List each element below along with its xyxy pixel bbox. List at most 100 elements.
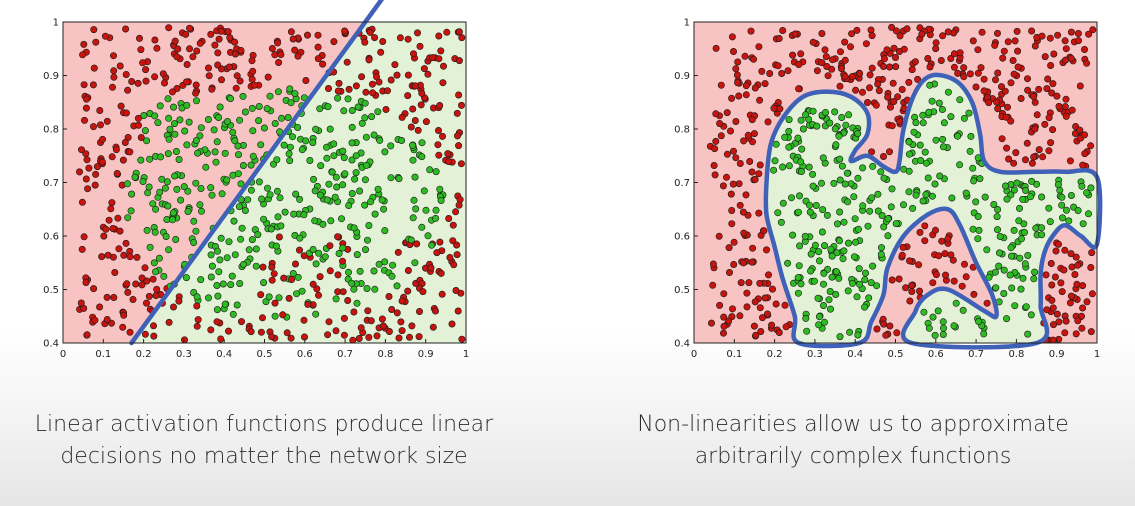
green-point	[1027, 193, 1035, 201]
red-point	[1041, 120, 1049, 128]
red-point	[289, 35, 297, 43]
red-point	[711, 145, 719, 153]
green-point	[183, 101, 191, 109]
red-point	[1081, 150, 1089, 158]
green-point	[884, 215, 892, 223]
green-point	[214, 247, 222, 255]
red-point	[905, 257, 913, 265]
green-point	[910, 128, 918, 136]
green-point	[839, 255, 847, 263]
green-point	[864, 222, 872, 230]
x-tick-label: 1	[463, 349, 469, 360]
right-chart-panel: 0 0.1 0.2 0.3 0.4 0.5 0.6 0.7 0.8 0.9 1 0.4 0.5 0.6 0.…	[567, 0, 1135, 506]
green-point	[380, 205, 388, 213]
green-point	[932, 136, 940, 144]
red-point	[756, 279, 764, 287]
green-point	[411, 173, 419, 181]
red-point	[455, 91, 463, 99]
red-point	[271, 299, 279, 307]
red-point	[427, 264, 435, 272]
red-point	[1049, 321, 1057, 329]
green-point	[356, 187, 364, 195]
green-point	[934, 307, 942, 315]
green-point	[1003, 315, 1011, 323]
red-point	[858, 88, 866, 96]
green-point	[193, 293, 201, 301]
red-point	[779, 26, 787, 34]
green-point	[141, 127, 149, 135]
red-point	[720, 290, 728, 298]
red-point	[1067, 250, 1075, 258]
green-point	[828, 252, 836, 260]
green-point	[993, 226, 1001, 234]
red-point	[109, 225, 117, 233]
red-point	[121, 139, 129, 147]
red-point	[419, 288, 427, 296]
red-point	[1007, 117, 1015, 125]
red-point	[892, 27, 900, 35]
green-point	[183, 141, 191, 149]
green-point	[213, 138, 221, 146]
red-point	[213, 318, 221, 326]
green-point	[861, 303, 869, 311]
red-point	[1061, 103, 1069, 111]
green-point	[851, 238, 859, 246]
red-point	[898, 86, 906, 94]
red-point	[751, 176, 759, 184]
red-point	[1068, 263, 1076, 271]
red-point	[908, 66, 916, 74]
red-point	[215, 35, 223, 43]
red-point	[723, 173, 731, 181]
green-point	[196, 132, 204, 140]
red-point	[138, 274, 146, 282]
red-point	[1055, 102, 1063, 110]
y-tick-label: 0.4	[674, 339, 690, 350]
red-point	[123, 280, 131, 288]
green-point	[236, 116, 244, 124]
red-point	[231, 38, 239, 46]
green-point	[298, 146, 306, 154]
green-point	[221, 149, 229, 157]
red-point	[90, 285, 98, 293]
red-point	[1085, 30, 1093, 38]
red-point	[941, 250, 949, 258]
red-point	[956, 49, 964, 57]
green-point	[210, 126, 218, 134]
red-point	[1072, 253, 1080, 261]
red-point	[218, 76, 226, 84]
red-point	[334, 271, 342, 279]
red-point	[344, 296, 352, 304]
red-point	[236, 77, 244, 85]
red-point	[889, 79, 897, 87]
red-point	[725, 317, 733, 325]
red-point	[378, 315, 386, 323]
green-point	[884, 232, 892, 240]
green-point	[370, 131, 378, 139]
red-point	[110, 293, 118, 301]
red-point	[775, 328, 783, 336]
red-point	[903, 25, 911, 33]
green-point	[296, 234, 304, 242]
green-point	[260, 124, 268, 132]
red-point	[728, 220, 736, 228]
red-point	[1003, 144, 1011, 152]
red-point	[122, 25, 130, 33]
red-point	[251, 81, 259, 89]
red-point	[96, 303, 104, 311]
red-point	[96, 107, 104, 115]
scatter-points	[76, 24, 466, 343]
red-point	[150, 332, 158, 340]
red-point	[217, 27, 225, 35]
green-point	[952, 299, 960, 307]
green-point	[1027, 311, 1035, 319]
green-point	[184, 187, 192, 195]
red-point	[90, 64, 98, 72]
red-point	[732, 118, 740, 126]
green-point	[912, 191, 920, 199]
red-point	[207, 30, 215, 38]
red-point	[1077, 312, 1085, 320]
green-point	[284, 114, 292, 122]
red-point	[978, 28, 986, 36]
red-point	[1048, 281, 1056, 289]
green-point	[306, 157, 314, 165]
